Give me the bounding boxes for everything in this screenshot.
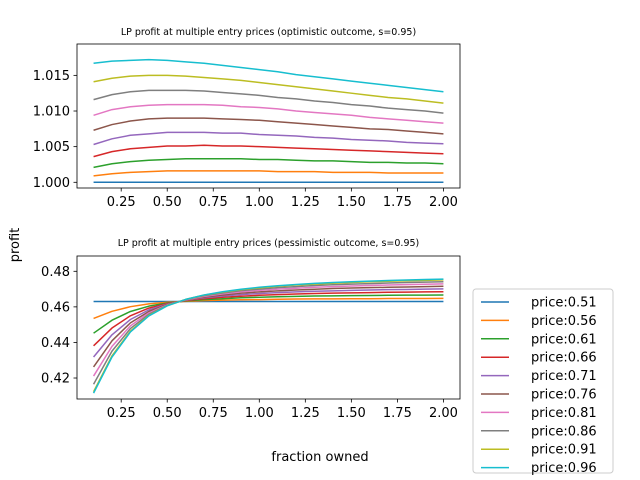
x-tick-label: 1.25 — [291, 406, 320, 421]
legend-entry: price:0.66 — [531, 351, 597, 366]
series-line-price-0.61 — [93, 294, 444, 334]
y-tick-label: 0.44 — [41, 336, 70, 351]
x-tick-label: 0.50 — [153, 195, 182, 210]
legend-entry: price:0.61 — [531, 332, 597, 347]
legend-entry: price:0.96 — [531, 461, 597, 476]
series-line-price-0.56 — [93, 297, 444, 320]
y-tick-label: 1.005 — [33, 140, 70, 155]
series-line-price-0.71 — [92, 288, 444, 358]
series-line-price-0.66 — [93, 144, 444, 158]
legend-entry: price:0.81 — [531, 406, 597, 421]
shared-x-axis-label: fraction owned — [271, 450, 368, 465]
x-tick-label: 0.25 — [107, 195, 136, 210]
legend-entry: price:0.56 — [531, 314, 597, 329]
shared-y-axis-label: profit — [8, 228, 23, 263]
series-line-price-0.86 — [92, 281, 444, 385]
subplot-title: LP profit at multiple entry prices (opti… — [121, 27, 416, 38]
x-tick-label: 0.25 — [107, 406, 136, 421]
series-line-price-0.91 — [93, 74, 444, 104]
y-tick-label: 1.000 — [33, 176, 70, 191]
legend-box — [472, 288, 614, 474]
series-line-price-0.66 — [93, 291, 444, 347]
series-line-price-0.76 — [93, 117, 444, 135]
subplot-title: LP profit at multiple entry prices (pess… — [118, 238, 420, 249]
x-tick-label: 2.00 — [429, 406, 458, 421]
x-tick-label: 1.00 — [245, 406, 274, 421]
x-tick-label: 1.75 — [383, 406, 412, 421]
series-line-price-0.96 — [93, 58, 444, 93]
legend-entry: price:0.76 — [531, 388, 597, 403]
legend-entry: price:0.91 — [531, 443, 597, 458]
x-tick-label: 0.50 — [153, 406, 182, 421]
axes-frame — [76, 255, 461, 400]
x-tick-label: 1.50 — [337, 195, 366, 210]
x-tick-label: 1.50 — [337, 406, 366, 421]
series-lines — [93, 58, 444, 184]
y-tick-label: 0.46 — [41, 300, 70, 315]
legend-entry: price:0.51 — [531, 296, 597, 311]
y-tick-label: 0.48 — [41, 265, 70, 280]
x-tick-label: 1.25 — [291, 195, 320, 210]
series-lines — [92, 278, 444, 394]
x-tick-label: 0.75 — [199, 406, 228, 421]
x-tick-label: 0.75 — [199, 195, 228, 210]
series-line-price-0.61 — [93, 158, 444, 169]
y-tick-label: 1.015 — [33, 69, 70, 84]
legend-entry: price:0.71 — [531, 369, 597, 384]
series-line-price-0.76 — [92, 285, 444, 368]
legend-entry: price:0.86 — [531, 424, 597, 439]
legend: price:0.51 price:0.56 price:0.61 price:0.66… — [472, 288, 614, 476]
x-tick-label: 1.75 — [383, 195, 412, 210]
series-line-price-0.56 — [93, 170, 444, 177]
x-tick-label: 2.00 — [429, 195, 458, 210]
series-line-price-0.86 — [93, 89, 444, 114]
series-line-price-0.71 — [93, 131, 444, 146]
series-line-price-0.81 — [92, 283, 444, 377]
x-tick-label: 1.00 — [245, 195, 274, 210]
y-tick-label: 1.010 — [33, 105, 70, 120]
bottom-subplot: LP profit at multiple entry prices (pess… — [41, 238, 461, 421]
y-tick-label: 0.42 — [41, 372, 70, 387]
series-line-price-0.96 — [92, 278, 444, 394]
series-line-price-0.81 — [93, 103, 444, 124]
axes-frame — [76, 43, 461, 189]
top-subplot: LP profit at multiple entry prices (opti… — [33, 27, 461, 210]
